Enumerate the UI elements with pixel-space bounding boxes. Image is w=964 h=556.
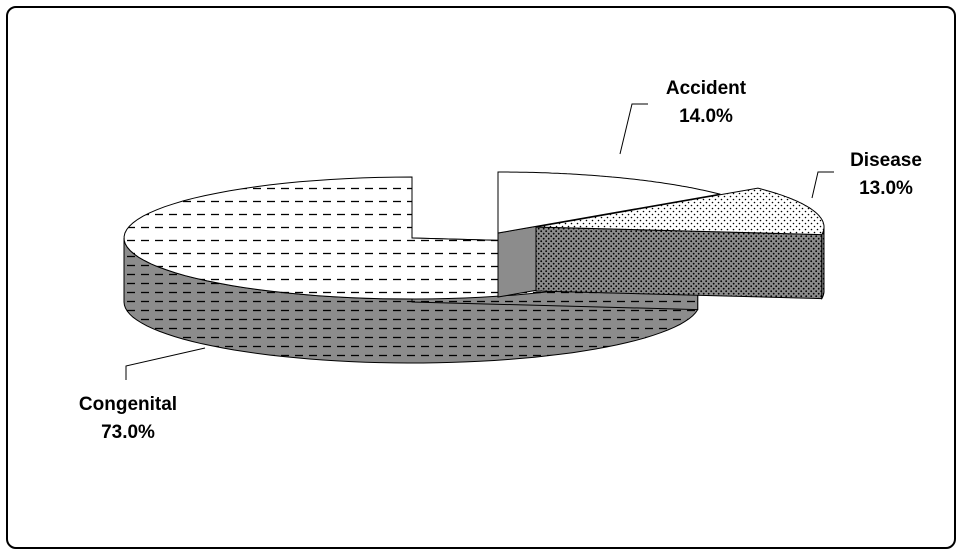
slice-percent-accident: 14.0%: [679, 106, 733, 127]
leader-line-disease: [811, 171, 834, 199]
label-disease: Disease 13.0%: [811, 150, 922, 199]
leader-line-congenital: [125, 347, 206, 380]
slice-name-accident: Accident: [666, 78, 747, 99]
leader-line-accident: [619, 103, 648, 155]
slice-percent-congenital: 73.0%: [101, 422, 155, 443]
slice-name-disease: Disease: [850, 150, 922, 171]
slice-disease: [535, 187, 825, 300]
slice-name-congenital: Congenital: [79, 394, 177, 415]
label-accident: Accident 14.0%: [619, 78, 747, 155]
slice-percent-disease: 13.0%: [859, 178, 913, 199]
label-congenital: Congenital 73.0%: [79, 347, 206, 443]
